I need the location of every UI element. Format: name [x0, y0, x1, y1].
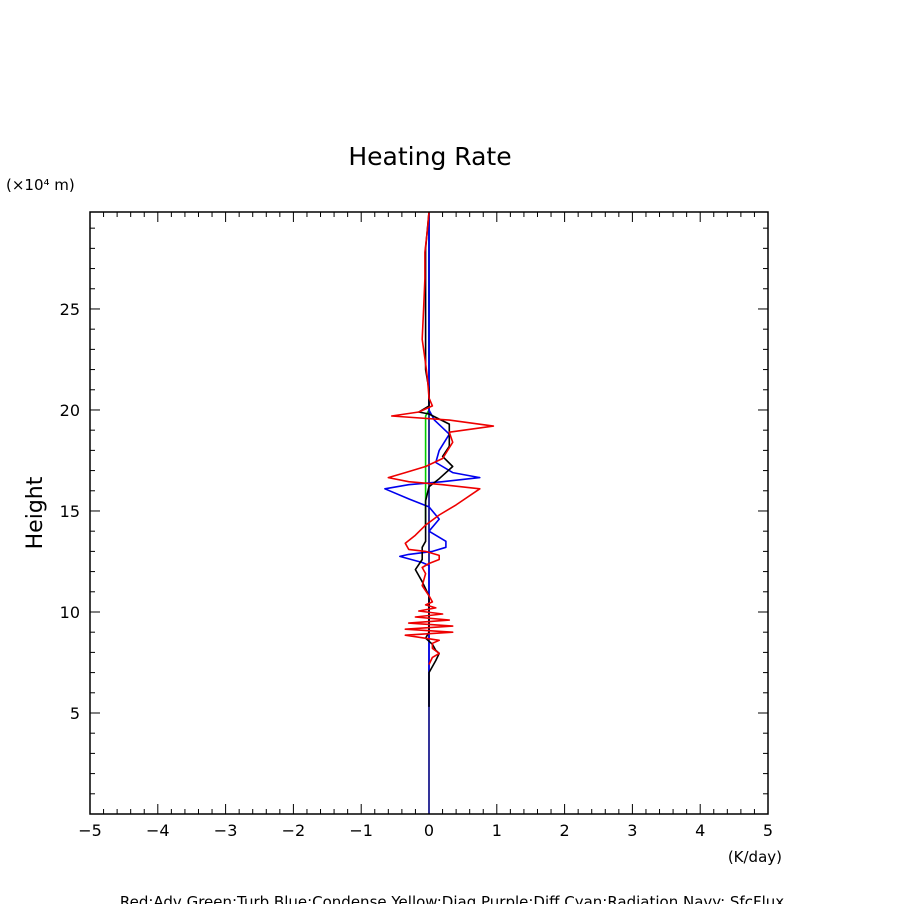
x-axis-label: (K/day) — [728, 848, 782, 866]
x-tick-label: 5 — [763, 821, 773, 840]
series-line-4 — [387, 211, 495, 665]
legend-text: Red:Adv Green:Turb Blue:Condense Yellow:… — [119, 893, 785, 904]
x-tick-label: 1 — [492, 821, 502, 840]
y-tick-label: 25 — [60, 300, 80, 319]
series-lines — [384, 211, 495, 814]
x-tick-label: −5 — [78, 821, 102, 840]
x-tick-label: 0 — [424, 821, 434, 840]
y-tick-label: 10 — [60, 603, 80, 622]
footer-legend: Red:Adv Green:Turb Blue:Condense Yellow:… — [0, 893, 904, 904]
chart-title: Heating Rate — [348, 142, 511, 171]
x-tick-label: 4 — [695, 821, 705, 840]
y-tick-label: 15 — [60, 502, 80, 521]
y-tick-label: 5 — [70, 704, 80, 723]
plot-frame — [89, 211, 769, 815]
x-tick-label: 3 — [627, 821, 637, 840]
series-line-2 — [384, 212, 481, 707]
x-tick-label: −1 — [349, 821, 373, 840]
x-tick-label: −4 — [146, 821, 170, 840]
y-axis-label: Height — [23, 476, 48, 549]
y-tick-label: 20 — [60, 401, 80, 420]
x-tick-label: −2 — [282, 821, 306, 840]
x-tick-label: 2 — [560, 821, 570, 840]
y-unit-label: (×10⁴ m) — [6, 176, 75, 194]
x-tick-label: −3 — [214, 821, 238, 840]
axis-ticks: −5 −4 −3 −2 −1 0 1 2 3 4 5 5 10 15 20 25 — [60, 212, 773, 840]
